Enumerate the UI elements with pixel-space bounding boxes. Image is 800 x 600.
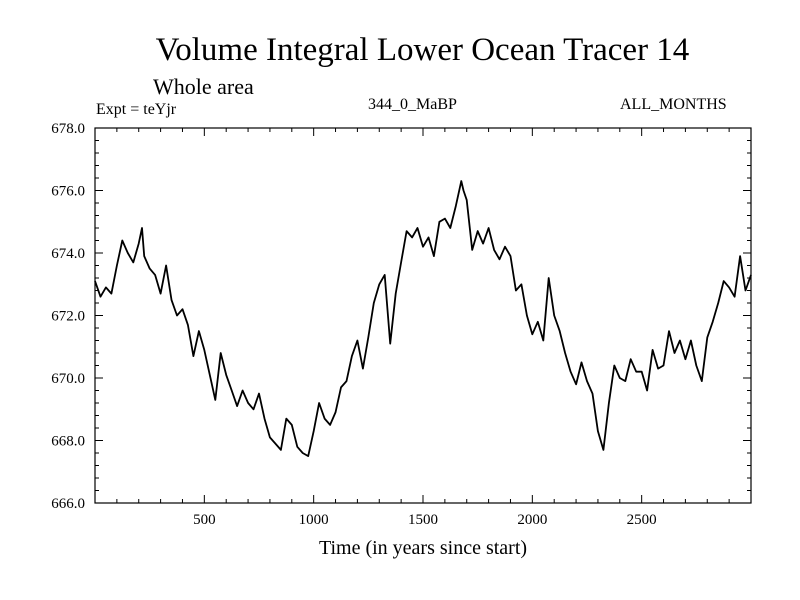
x-tick-label: 2000: [517, 512, 547, 528]
y-tick-label: 668.0: [51, 434, 85, 450]
x-tick-label: 2500: [627, 512, 657, 528]
axis-tick-labels: 500 1000 1500 2000 2500 666.0 668.0 670.0 672.0 6…: [51, 121, 656, 528]
y-tick-label: 674.0: [51, 246, 85, 262]
y-tick-label: 666.0: [51, 496, 85, 512]
y-tick-label: 678.0: [51, 121, 85, 137]
chart-title: Volume Integral Lower Ocean Tracer 14: [155, 32, 690, 68]
series-line: [94, 180, 752, 457]
x-tick-label: 1500: [408, 512, 438, 528]
x-tick-label: 1000: [299, 512, 329, 528]
y-tick-label: 670.0: [51, 371, 85, 387]
months-label: ALL_MONTHS: [620, 96, 727, 113]
y-tick-label: 672.0: [51, 309, 85, 325]
chart-subtitle: Whole area: [153, 74, 254, 99]
y-tick-label: 676.0: [51, 184, 85, 200]
x-axis-label: Time (in years since start): [318, 537, 528, 559]
plot-frame: [94, 127, 752, 504]
period-label: 344_0_MaBP: [368, 96, 457, 113]
experiment-label: Expt = teYjr: [96, 101, 177, 118]
axis-ticks: [95, 128, 751, 503]
x-tick-label: 500: [193, 512, 216, 528]
